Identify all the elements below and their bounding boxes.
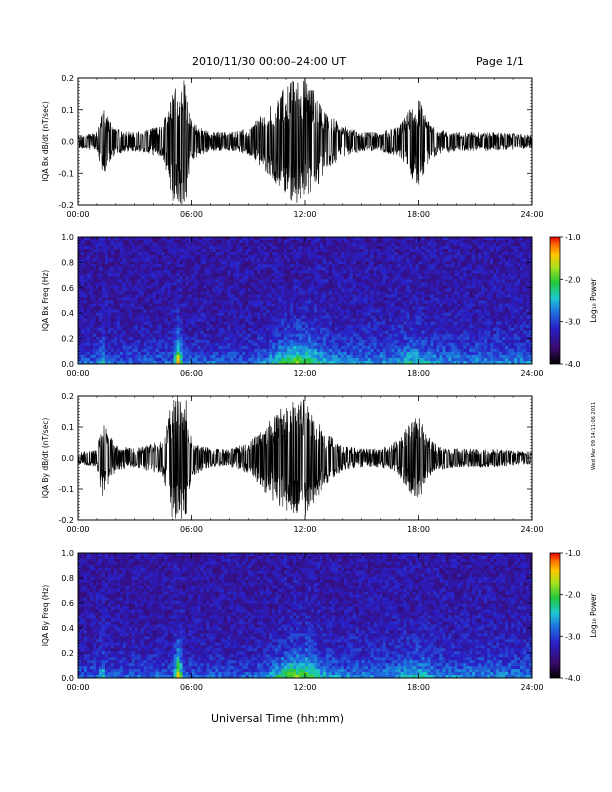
y-tick-label: 1.0 bbox=[61, 233, 74, 242]
x-axis-title: Universal Time (hh:mm) bbox=[211, 712, 344, 725]
y-tick-label: 0.6 bbox=[61, 284, 74, 293]
spectrogram-bx-spec bbox=[78, 237, 533, 365]
colorbar: -1.0 -2.0 -3.0 -4.0 Log₁₀ Power bbox=[549, 233, 598, 369]
panel-bx-wave: 0.2 0.1 0.0 -0.1 -0.200:00 06:00 12:00 18:00 24:… bbox=[41, 74, 544, 219]
waveform-trace bbox=[77, 396, 533, 519]
x-tick-label: 24:00 bbox=[520, 210, 543, 219]
y-tick-label: 0.0 bbox=[61, 138, 74, 147]
x-tick-label: 06:00 bbox=[180, 683, 203, 692]
plot-frame bbox=[77, 236, 533, 365]
page-indicator: Page 1/1 bbox=[476, 55, 524, 68]
colorbar-tick-label: -1.0 bbox=[565, 549, 581, 558]
x-tick-label: 18:00 bbox=[407, 525, 430, 534]
plot-frame bbox=[77, 395, 533, 521]
y-tick-label: 0.4 bbox=[61, 309, 74, 318]
y-axis-label: IQA By Freq (Hz) bbox=[41, 585, 50, 647]
timestamp-note: Wed Mar 09 14:11:06 2011 bbox=[591, 402, 597, 470]
y-axis-label: IQA Bx Freq (Hz) bbox=[41, 270, 50, 332]
y-tick-label: 0.8 bbox=[61, 574, 74, 583]
waveform-trace bbox=[77, 78, 533, 205]
y-tick-label: 0.0 bbox=[61, 454, 74, 463]
y-axis-label: IQA Bx dB/dt (nT/sec) bbox=[41, 101, 50, 182]
y-tick-label: 0.1 bbox=[61, 423, 74, 432]
panel-by-wave: 0.2 0.1 0.0 -0.1 -0.200:00 06:00 12:00 18:00 24:… bbox=[41, 392, 544, 534]
x-tick-label: 06:00 bbox=[180, 210, 203, 219]
y-tick-label: 0.1 bbox=[61, 106, 74, 115]
x-tick-label: 12:00 bbox=[293, 210, 316, 219]
y-tick-label: 0.6 bbox=[61, 599, 74, 608]
colorbar-tick-label: -3.0 bbox=[565, 632, 581, 641]
x-tick-label: 06:00 bbox=[180, 369, 203, 378]
colorbar-tick-label: -2.0 bbox=[565, 591, 581, 600]
colorbar: -1.0 -2.0 -3.0 -4.0 Log₁₀ Power bbox=[549, 549, 598, 683]
y-axis-label: IQA By dB/dt (nT/sec) bbox=[41, 418, 50, 499]
plot-frame bbox=[77, 77, 533, 206]
y-tick-label: -0.1 bbox=[58, 485, 74, 494]
x-tick-label: 18:00 bbox=[407, 210, 430, 219]
colorbar-tick-label: -2.0 bbox=[565, 275, 581, 284]
x-tick-label: 12:00 bbox=[293, 525, 316, 534]
waveform-by-wave bbox=[77, 396, 533, 519]
x-tick-label: 00:00 bbox=[66, 683, 89, 692]
colorbar-tick-label: -4.0 bbox=[565, 360, 581, 369]
y-tick-label: 0.0 bbox=[61, 360, 74, 369]
x-tick-label: 06:00 bbox=[180, 525, 203, 534]
y-tick-label: -0.2 bbox=[58, 516, 74, 525]
x-tick-label: 24:00 bbox=[520, 525, 543, 534]
colorbar-tick-label: -3.0 bbox=[565, 318, 581, 327]
y-tick-label: -0.1 bbox=[58, 169, 74, 178]
y-tick-label: 0.8 bbox=[61, 258, 74, 267]
panel-bx-spec: 1.0 0.8 0.6 0.4 0.2 0.000:00 06:00 12:00 18:00 24… bbox=[41, 233, 544, 378]
x-tick-label: 00:00 bbox=[66, 210, 89, 219]
y-tick-label: 0.2 bbox=[61, 392, 74, 401]
x-tick-label: 24:00 bbox=[520, 369, 543, 378]
colorbar-label: Log₁₀ Power bbox=[589, 277, 598, 322]
y-tick-label: 0.4 bbox=[61, 624, 74, 633]
y-tick-label: 0.0 bbox=[61, 674, 74, 683]
y-tick-label: 1.0 bbox=[61, 549, 74, 558]
panel-by-spec: 1.0 0.8 0.6 0.4 0.2 0.000:00 06:00 12:00 18:00 24… bbox=[41, 549, 544, 692]
x-tick-label: 12:00 bbox=[293, 369, 316, 378]
x-tick-label: 00:00 bbox=[66, 525, 89, 534]
colorbar-label: Log₁₀ Power bbox=[589, 592, 598, 637]
x-tick-label: 24:00 bbox=[520, 683, 543, 692]
figure-title: 2010/11/30 00:00–24:00 UT bbox=[192, 55, 346, 68]
x-tick-label: 00:00 bbox=[66, 369, 89, 378]
x-tick-label: 12:00 bbox=[293, 683, 316, 692]
plot-frame bbox=[77, 552, 533, 679]
colorbar-tick-label: -4.0 bbox=[565, 674, 581, 683]
x-tick-label: 18:00 bbox=[407, 683, 430, 692]
colorbar-tick-label: -1.0 bbox=[565, 233, 581, 242]
y-tick-label: 0.2 bbox=[61, 335, 74, 344]
x-tick-label: 18:00 bbox=[407, 369, 430, 378]
waveform-bx-wave bbox=[77, 78, 533, 205]
spectrogram-by-spec bbox=[78, 553, 533, 679]
y-tick-label: -0.2 bbox=[58, 201, 74, 210]
colorbar-gradient bbox=[549, 552, 561, 679]
colorbar-gradient bbox=[549, 236, 561, 365]
y-tick-label: 0.2 bbox=[61, 649, 74, 658]
y-tick-label: 0.2 bbox=[61, 74, 74, 83]
